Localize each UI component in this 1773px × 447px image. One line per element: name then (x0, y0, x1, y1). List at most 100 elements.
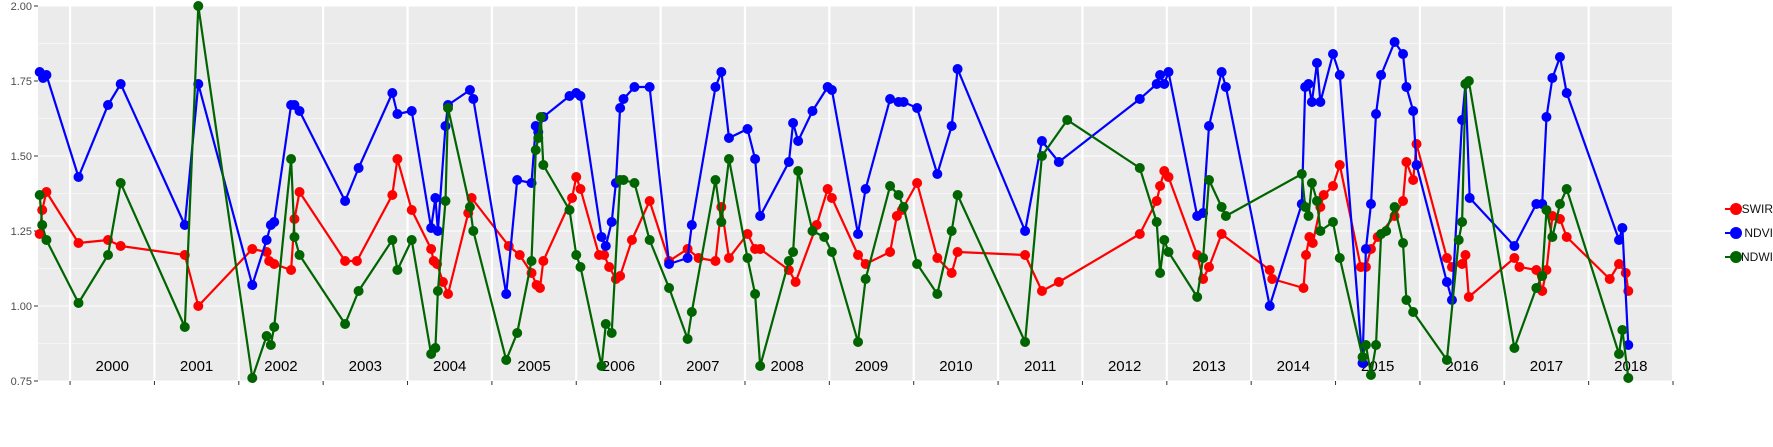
data-point-swir (1155, 181, 1166, 191)
data-point-ndwi (103, 250, 114, 260)
data-point-ndwi (1036, 151, 1047, 161)
data-point-ndvi (247, 280, 258, 290)
data-point-swir (1053, 277, 1064, 287)
data-point-ndvi (464, 85, 475, 95)
data-point-ndwi (286, 154, 297, 164)
data-point-ndwi (340, 319, 351, 329)
data-point-swir (1463, 292, 1474, 302)
data-point-swir (34, 229, 45, 239)
data-point-ndwi (564, 205, 575, 215)
year-label: 2007 (686, 358, 719, 375)
data-point-ndwi (826, 247, 837, 257)
year-label: 2001 (180, 358, 213, 375)
data-point-ndwi (289, 232, 300, 242)
data-point-ndwi (755, 361, 766, 371)
data-point-ndwi (596, 361, 607, 371)
data-point-ndvi (644, 82, 655, 92)
data-point-ndvi (406, 106, 417, 116)
data-point-ndvi (898, 97, 909, 107)
data-point-ndvi (430, 193, 441, 203)
data-point-ndvi (1155, 70, 1166, 80)
data-point-ndwi (265, 340, 276, 350)
legend-label-ndvi: NDVI (1744, 226, 1773, 240)
y-tick-label: 1.00 (11, 301, 32, 313)
year-label: 2010 (939, 358, 972, 375)
data-point-ndvi (1623, 340, 1634, 350)
data-point-ndvi (1561, 88, 1572, 98)
data-point-swir (534, 283, 545, 293)
data-point-swir (1298, 283, 1309, 293)
data-point-ndvi (946, 121, 957, 131)
data-point-ndwi (1151, 217, 1162, 227)
data-point-ndvi (73, 172, 84, 182)
data-point-ndwi (1163, 247, 1174, 257)
data-point-ndwi (1334, 253, 1345, 263)
data-point-ndwi (1463, 76, 1474, 86)
data-point-ndwi (664, 283, 675, 293)
data-point-ndwi (912, 259, 923, 269)
data-point-ndwi (686, 307, 697, 317)
data-point-swir (115, 241, 126, 251)
data-point-ndwi (1062, 115, 1073, 125)
data-point-ndwi (1306, 178, 1317, 188)
legend-item-ndvi: NDVI (1725, 221, 1773, 245)
year-label: 2012 (1108, 358, 1141, 375)
data-point-ndvi (716, 67, 727, 77)
data-point-swir (1509, 253, 1520, 263)
data-point-swir (247, 244, 258, 254)
data-point-ndwi (1220, 211, 1231, 221)
data-point-ndvi (41, 70, 52, 80)
data-point-swir (826, 193, 837, 203)
data-point-ndvi (615, 103, 626, 113)
data-point-ndwi (247, 373, 258, 383)
legend-label-swir: SWIR (1741, 202, 1773, 216)
data-point-ndvi (853, 229, 864, 239)
data-point-ndvi (618, 94, 629, 104)
data-point-ndwi (1554, 199, 1565, 209)
data-point-ndvi (1159, 79, 1170, 89)
data-point-ndwi (468, 226, 479, 236)
data-point-ndwi (440, 196, 451, 206)
data-point-ndwi (606, 328, 617, 338)
legend-swatch-ndvi (1725, 222, 1743, 244)
data-point-ndwi (34, 190, 45, 200)
data-point-ndwi (1401, 295, 1412, 305)
data-point-ndwi (1453, 235, 1464, 245)
data-point-swir (1216, 229, 1227, 239)
data-point-ndvi (1020, 226, 1031, 236)
data-point-swir (932, 253, 943, 263)
data-point-ndwi (1614, 349, 1625, 359)
data-point-ndwi (723, 154, 734, 164)
data-point-swir (392, 154, 403, 164)
data-point-swir (1328, 181, 1339, 191)
year-label: 2003 (349, 358, 382, 375)
data-point-ndvi (269, 217, 280, 227)
data-point-ndwi (1547, 232, 1558, 242)
data-point-ndwi (501, 355, 512, 365)
data-point-ndwi (1192, 292, 1203, 302)
data-point-ndvi (629, 82, 640, 92)
data-point-swir (615, 271, 626, 281)
data-point-swir (1134, 229, 1145, 239)
data-point-ndvi (912, 103, 923, 113)
data-point-ndwi (893, 190, 904, 200)
data-point-ndvi (512, 175, 523, 185)
data-point-ndwi (682, 334, 693, 344)
data-point-ndwi (115, 178, 126, 188)
data-point-ndvi (742, 124, 753, 134)
data-point-swir (294, 187, 305, 197)
data-point-ndvi (1134, 94, 1145, 104)
data-point-ndwi (1134, 163, 1145, 173)
data-point-ndvi (1163, 67, 1174, 77)
data-point-ndwi (535, 112, 546, 122)
data-point-ndvi (1220, 82, 1231, 92)
data-point-swir (1604, 274, 1615, 284)
data-point-ndwi (742, 253, 753, 263)
year-label: 2009 (855, 358, 888, 375)
data-point-ndvi (1547, 73, 1558, 83)
legend-item-ndwi: NDWI (1725, 245, 1773, 269)
data-point-ndwi (353, 286, 364, 296)
data-point-ndwi (793, 166, 804, 176)
data-point-swir (387, 190, 398, 200)
data-point-ndwi (1441, 355, 1452, 365)
